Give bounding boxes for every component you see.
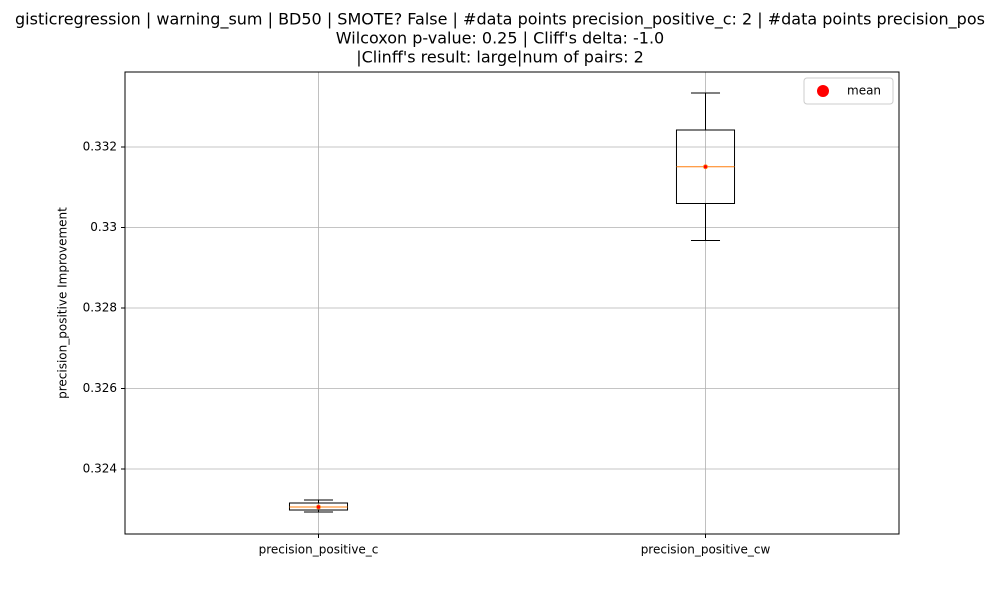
y-tick-label: 0.326 <box>83 381 117 395</box>
y-axis-label: precision_positive Improvement <box>56 207 70 399</box>
legend-marker <box>817 85 829 97</box>
x-tick-label: precision_positive_c <box>259 543 379 557</box>
y-tick-label: 0.324 <box>83 461 117 475</box>
mean-marker <box>703 164 708 170</box>
y-tick-label: 0.33 <box>90 220 117 234</box>
y-tick-label: 0.332 <box>83 139 117 153</box>
x-tick-label: precision_positive_cw <box>641 543 771 557</box>
legend-label: mean <box>847 84 881 98</box>
chart-title: gisticregression | warning_sum | BD50 | … <box>15 10 985 30</box>
legend-box <box>803 77 894 105</box>
title-group: gisticregression | warning_sum | BD50 | … <box>15 10 985 67</box>
chart-title: Wilcoxon p-value: 0.25 | Cliff's delta: … <box>336 29 664 48</box>
mean-marker <box>316 504 321 510</box>
chart-title: |Clinff's result: large|num of pairs: 2 <box>356 48 644 67</box>
plot-frame <box>124 71 900 535</box>
y-tick-label: 0.328 <box>83 300 117 314</box>
